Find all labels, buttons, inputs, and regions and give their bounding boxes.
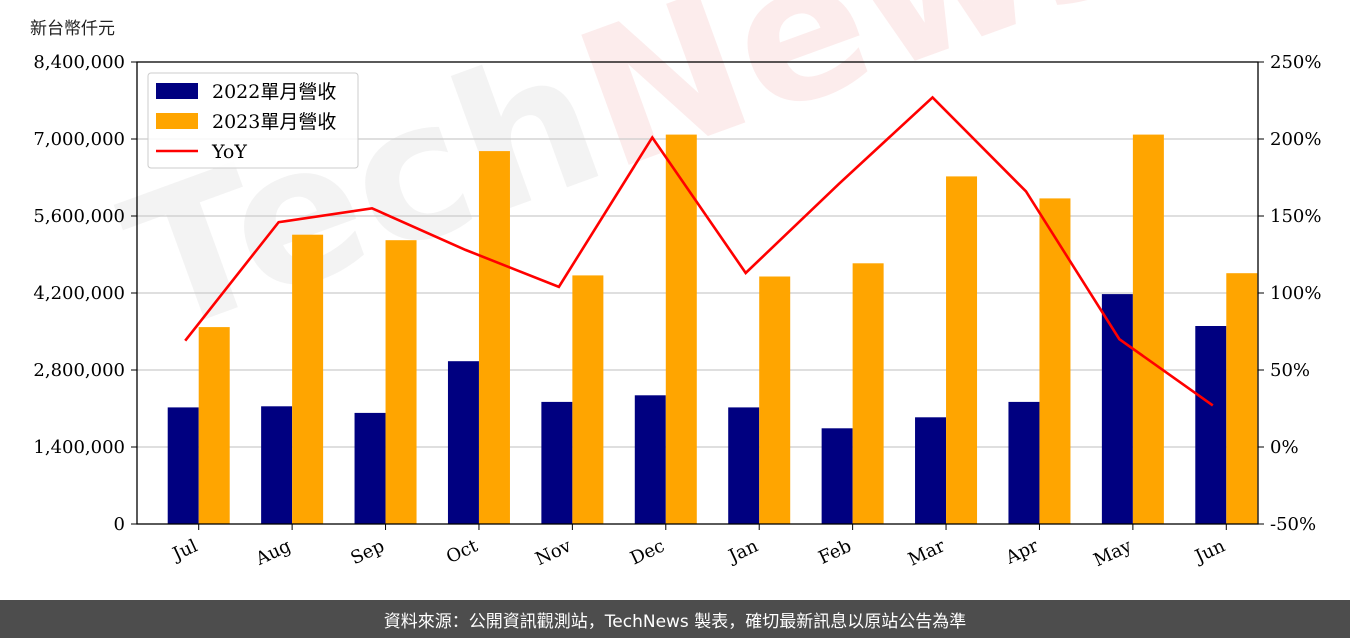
- yoy-line: [184, 95, 1214, 407]
- bar-2023: [292, 234, 324, 524]
- x-tick-label: Apr: [1002, 535, 1042, 569]
- plot-frame: [136, 61, 1259, 525]
- legend-label: 2022單月營收: [212, 81, 336, 103]
- y-right-tick-label: 150%: [1270, 206, 1321, 227]
- x-tick-label: Dec: [627, 535, 668, 569]
- x-tick-label: Mar: [905, 535, 948, 570]
- source-footer: 資料來源：公開資訊觀測站，TechNews 製表，確切最新訊息以原站公告為準: [0, 600, 1350, 638]
- y-right-tick-label: 50%: [1270, 360, 1310, 381]
- y-right-tick-label: 250%: [1270, 52, 1321, 73]
- bar-2023: [198, 327, 230, 524]
- footer-text: 資料來源：公開資訊觀測站，TechNews 製表，確切最新訊息以原站公告為準: [383, 611, 967, 632]
- bar-2023: [1132, 134, 1164, 524]
- bar-2023: [478, 151, 510, 524]
- y-right-tick-label: -50%: [1270, 514, 1316, 535]
- y-left-tick-label: 5,600,000: [33, 206, 125, 227]
- x-tick-label: May: [1090, 535, 1135, 571]
- legend-swatch: [156, 83, 198, 99]
- bar-2022: [167, 407, 199, 524]
- bar-2022: [354, 412, 386, 524]
- y-right-tick-label: 100%: [1270, 283, 1321, 304]
- revenue-chart: 0 1,400,000 2,800,000 4,200,000 5,600,000 7,0…: [33, 52, 1321, 571]
- legend-box: [147, 72, 359, 169]
- x-tick-label: Jan: [724, 535, 762, 568]
- bar-2023: [852, 263, 884, 524]
- y-left-tick-label: 8,400,000: [33, 52, 125, 73]
- x-tick-label: Sep: [347, 535, 387, 569]
- y-left-tick-label: 7,000,000: [33, 129, 125, 150]
- x-tick-label: Oct: [443, 535, 482, 568]
- bar-2023: [572, 275, 604, 524]
- bar-2022: [915, 417, 947, 524]
- y-left-tick-label: 0: [114, 514, 125, 535]
- bar-2023: [1226, 273, 1258, 524]
- x-tick-label: Nov: [532, 535, 575, 570]
- y-left-tick-label: 4,200,000: [33, 283, 125, 304]
- legend-label: 2023單月營收: [212, 111, 336, 133]
- bar-2022: [1008, 401, 1040, 524]
- bar-2023: [946, 176, 978, 524]
- bar-2023: [665, 134, 697, 524]
- bar-2022: [447, 361, 479, 524]
- legend-swatch: [156, 113, 198, 129]
- x-tick-label: Feb: [815, 535, 854, 568]
- x-tick-label: Aug: [252, 535, 295, 570]
- y-axis-unit-label: 新台幣仟元: [30, 19, 115, 39]
- y-left-tick-label: 2,800,000: [33, 360, 125, 381]
- x-tick-label: Jul: [168, 535, 201, 565]
- bar-2023: [1039, 198, 1071, 524]
- y-left-tick-label: 1,400,000: [33, 437, 125, 458]
- x-tick-label: Jun: [1190, 535, 1229, 568]
- bar-2022: [821, 428, 853, 524]
- bar-2023: [759, 276, 791, 524]
- bar-2022: [541, 401, 573, 524]
- bar-2022: [1101, 294, 1133, 524]
- y-right-tick-label: 0%: [1270, 437, 1299, 458]
- bar-2022: [728, 407, 760, 524]
- bar-2022: [261, 406, 293, 524]
- bar-2023: [385, 240, 417, 524]
- legend-label: YoY: [211, 141, 247, 163]
- bar-2022: [634, 395, 666, 524]
- bar-2022: [1195, 326, 1227, 524]
- y-right-tick-label: 200%: [1270, 129, 1321, 150]
